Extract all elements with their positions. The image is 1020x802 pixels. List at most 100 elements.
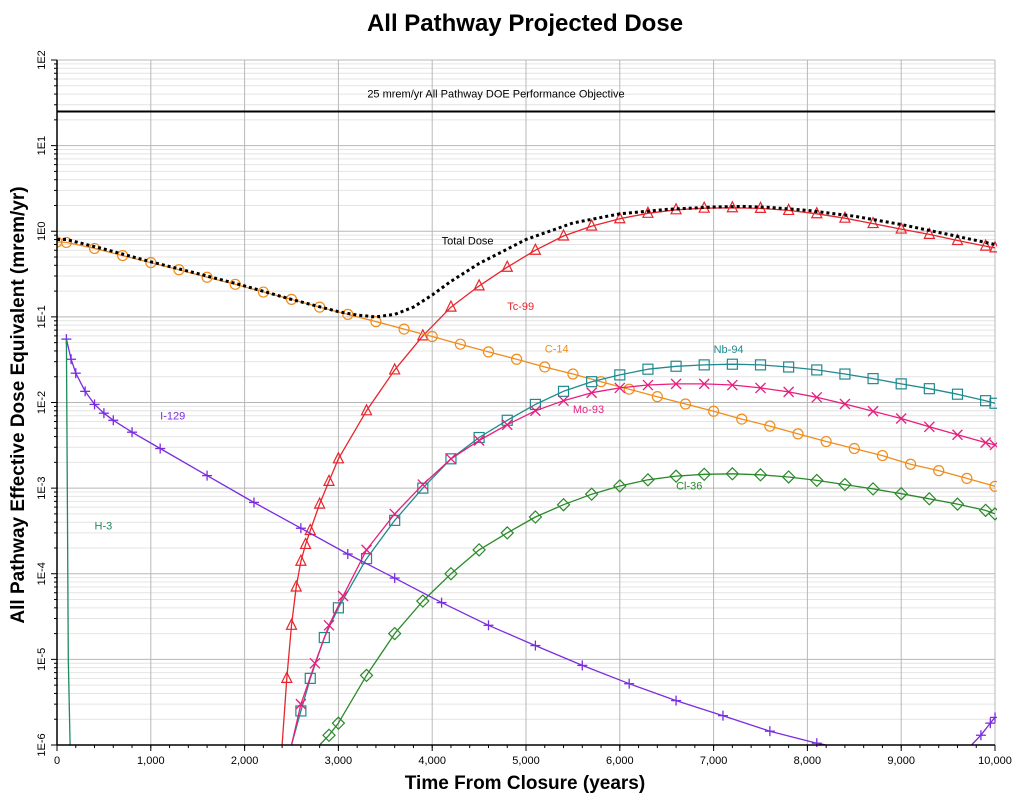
marker-circle	[651, 391, 663, 403]
marker-x-stroke	[473, 435, 485, 446]
annotation-tc-99: Tc-99	[507, 301, 534, 313]
marker-diamond	[528, 510, 543, 524]
annotation-nb-94: Nb-94	[714, 344, 744, 356]
annotation-total-dose: Total Dose	[442, 236, 494, 248]
marker-diamond	[472, 543, 486, 557]
marker-square	[895, 378, 907, 390]
x-tick-label: 9,000	[887, 755, 915, 767]
marker-triangle	[895, 221, 908, 234]
marker-diamond	[950, 497, 965, 511]
marker-circle	[201, 271, 213, 283]
marker-x-stroke	[839, 398, 851, 410]
marker-triangle	[641, 205, 654, 218]
marker-circle	[426, 330, 438, 343]
marker-x-stroke	[895, 413, 907, 424]
x-tick-label: 5,000	[512, 755, 540, 767]
marker-triangle	[923, 227, 936, 239]
marker-diamond	[922, 491, 937, 506]
marker-triangle	[951, 233, 964, 246]
marker-circle	[933, 465, 945, 477]
y-tick-label: 1E-2	[36, 391, 48, 414]
marker-x-stroke	[755, 382, 766, 394]
marker-triangle	[867, 216, 880, 229]
series-line-i-129-late-rise	[971, 716, 996, 746]
marker-x-stroke	[558, 395, 569, 407]
marker-x-stroke	[614, 382, 626, 394]
marker-circle	[539, 361, 551, 373]
x-tick-label: 0	[54, 755, 60, 767]
series-line-nb-94	[290, 363, 996, 746]
marker-circle	[989, 480, 997, 492]
marker-square	[951, 388, 964, 400]
marker-diamond	[725, 466, 740, 481]
marker-x-stroke	[529, 405, 541, 417]
y-axis-label: All Pathway Effective Dose Equivalent (m…	[8, 186, 29, 623]
marker-diamond	[809, 473, 824, 488]
y-tick-label: 1E1	[36, 136, 48, 156]
marker-x-stroke	[389, 508, 401, 520]
marker-circle	[736, 413, 748, 425]
annotation-c-14: C-14	[545, 343, 569, 355]
marker-circle	[679, 398, 692, 410]
marker-triangle	[585, 218, 598, 231]
marker-square	[754, 359, 767, 371]
marker-circle	[145, 257, 157, 269]
marker-circle	[848, 442, 860, 455]
marker-diamond	[669, 469, 683, 483]
marker-triangle	[294, 553, 307, 566]
marker-circle	[595, 376, 607, 388]
marker-circle	[792, 428, 804, 440]
marker-triangle	[299, 537, 312, 550]
marker-x-stroke	[989, 441, 997, 451]
marker-x-stroke	[586, 387, 598, 399]
marker-square	[980, 395, 992, 407]
series-line-i-129	[65, 338, 827, 746]
marker-triangle	[726, 200, 739, 213]
marker-square	[557, 385, 570, 397]
annotation-h-3: H-3	[95, 520, 113, 532]
marker-x-stroke	[361, 544, 372, 556]
marker-x-stroke	[501, 419, 513, 431]
marker-circle	[876, 449, 889, 462]
marker-diamond	[359, 668, 374, 683]
marker-diamond	[387, 626, 402, 641]
marker-circle	[398, 323, 410, 335]
marker-diamond	[697, 467, 712, 482]
marker-x-stroke	[867, 405, 879, 417]
marker-diamond	[988, 507, 997, 521]
marker-square	[867, 373, 879, 385]
marker-x-stroke	[445, 453, 457, 465]
marker-triangle	[529, 242, 542, 255]
marker-circle	[623, 383, 635, 395]
marker-triangle	[332, 451, 345, 464]
marker-circle	[511, 353, 523, 365]
marker-square	[670, 360, 682, 372]
x-tick-label: 3,000	[325, 755, 353, 767]
y-tick-label: 1E-6	[36, 733, 48, 756]
marker-circle	[904, 458, 917, 470]
x-tick-label: 1,000	[137, 755, 165, 767]
marker-x-stroke	[309, 657, 321, 669]
marker-square	[811, 364, 823, 376]
marker-x-stroke	[417, 479, 429, 491]
x-tick-label: 6,000	[606, 755, 634, 767]
marker-diamond	[584, 487, 599, 502]
marker-triangle	[989, 240, 997, 253]
marker-triangle	[290, 579, 303, 592]
marker-circle	[173, 264, 185, 276]
annotation-mo-93: Mo-93	[573, 404, 604, 416]
series-line-cl-36	[319, 473, 996, 746]
marker-square	[417, 482, 429, 494]
marker-square	[586, 376, 598, 388]
marker-square	[529, 398, 541, 411]
marker-diamond	[331, 716, 346, 730]
marker-triangle	[285, 617, 298, 630]
marker-diamond	[753, 467, 768, 482]
marker-triangle	[313, 496, 326, 509]
marker-square	[783, 361, 795, 373]
marker-square	[989, 397, 997, 409]
marker-x-stroke	[811, 391, 823, 403]
marker-x-stroke	[726, 379, 738, 391]
marker-x-stroke	[642, 379, 654, 391]
series-i-129	[61, 334, 827, 747]
